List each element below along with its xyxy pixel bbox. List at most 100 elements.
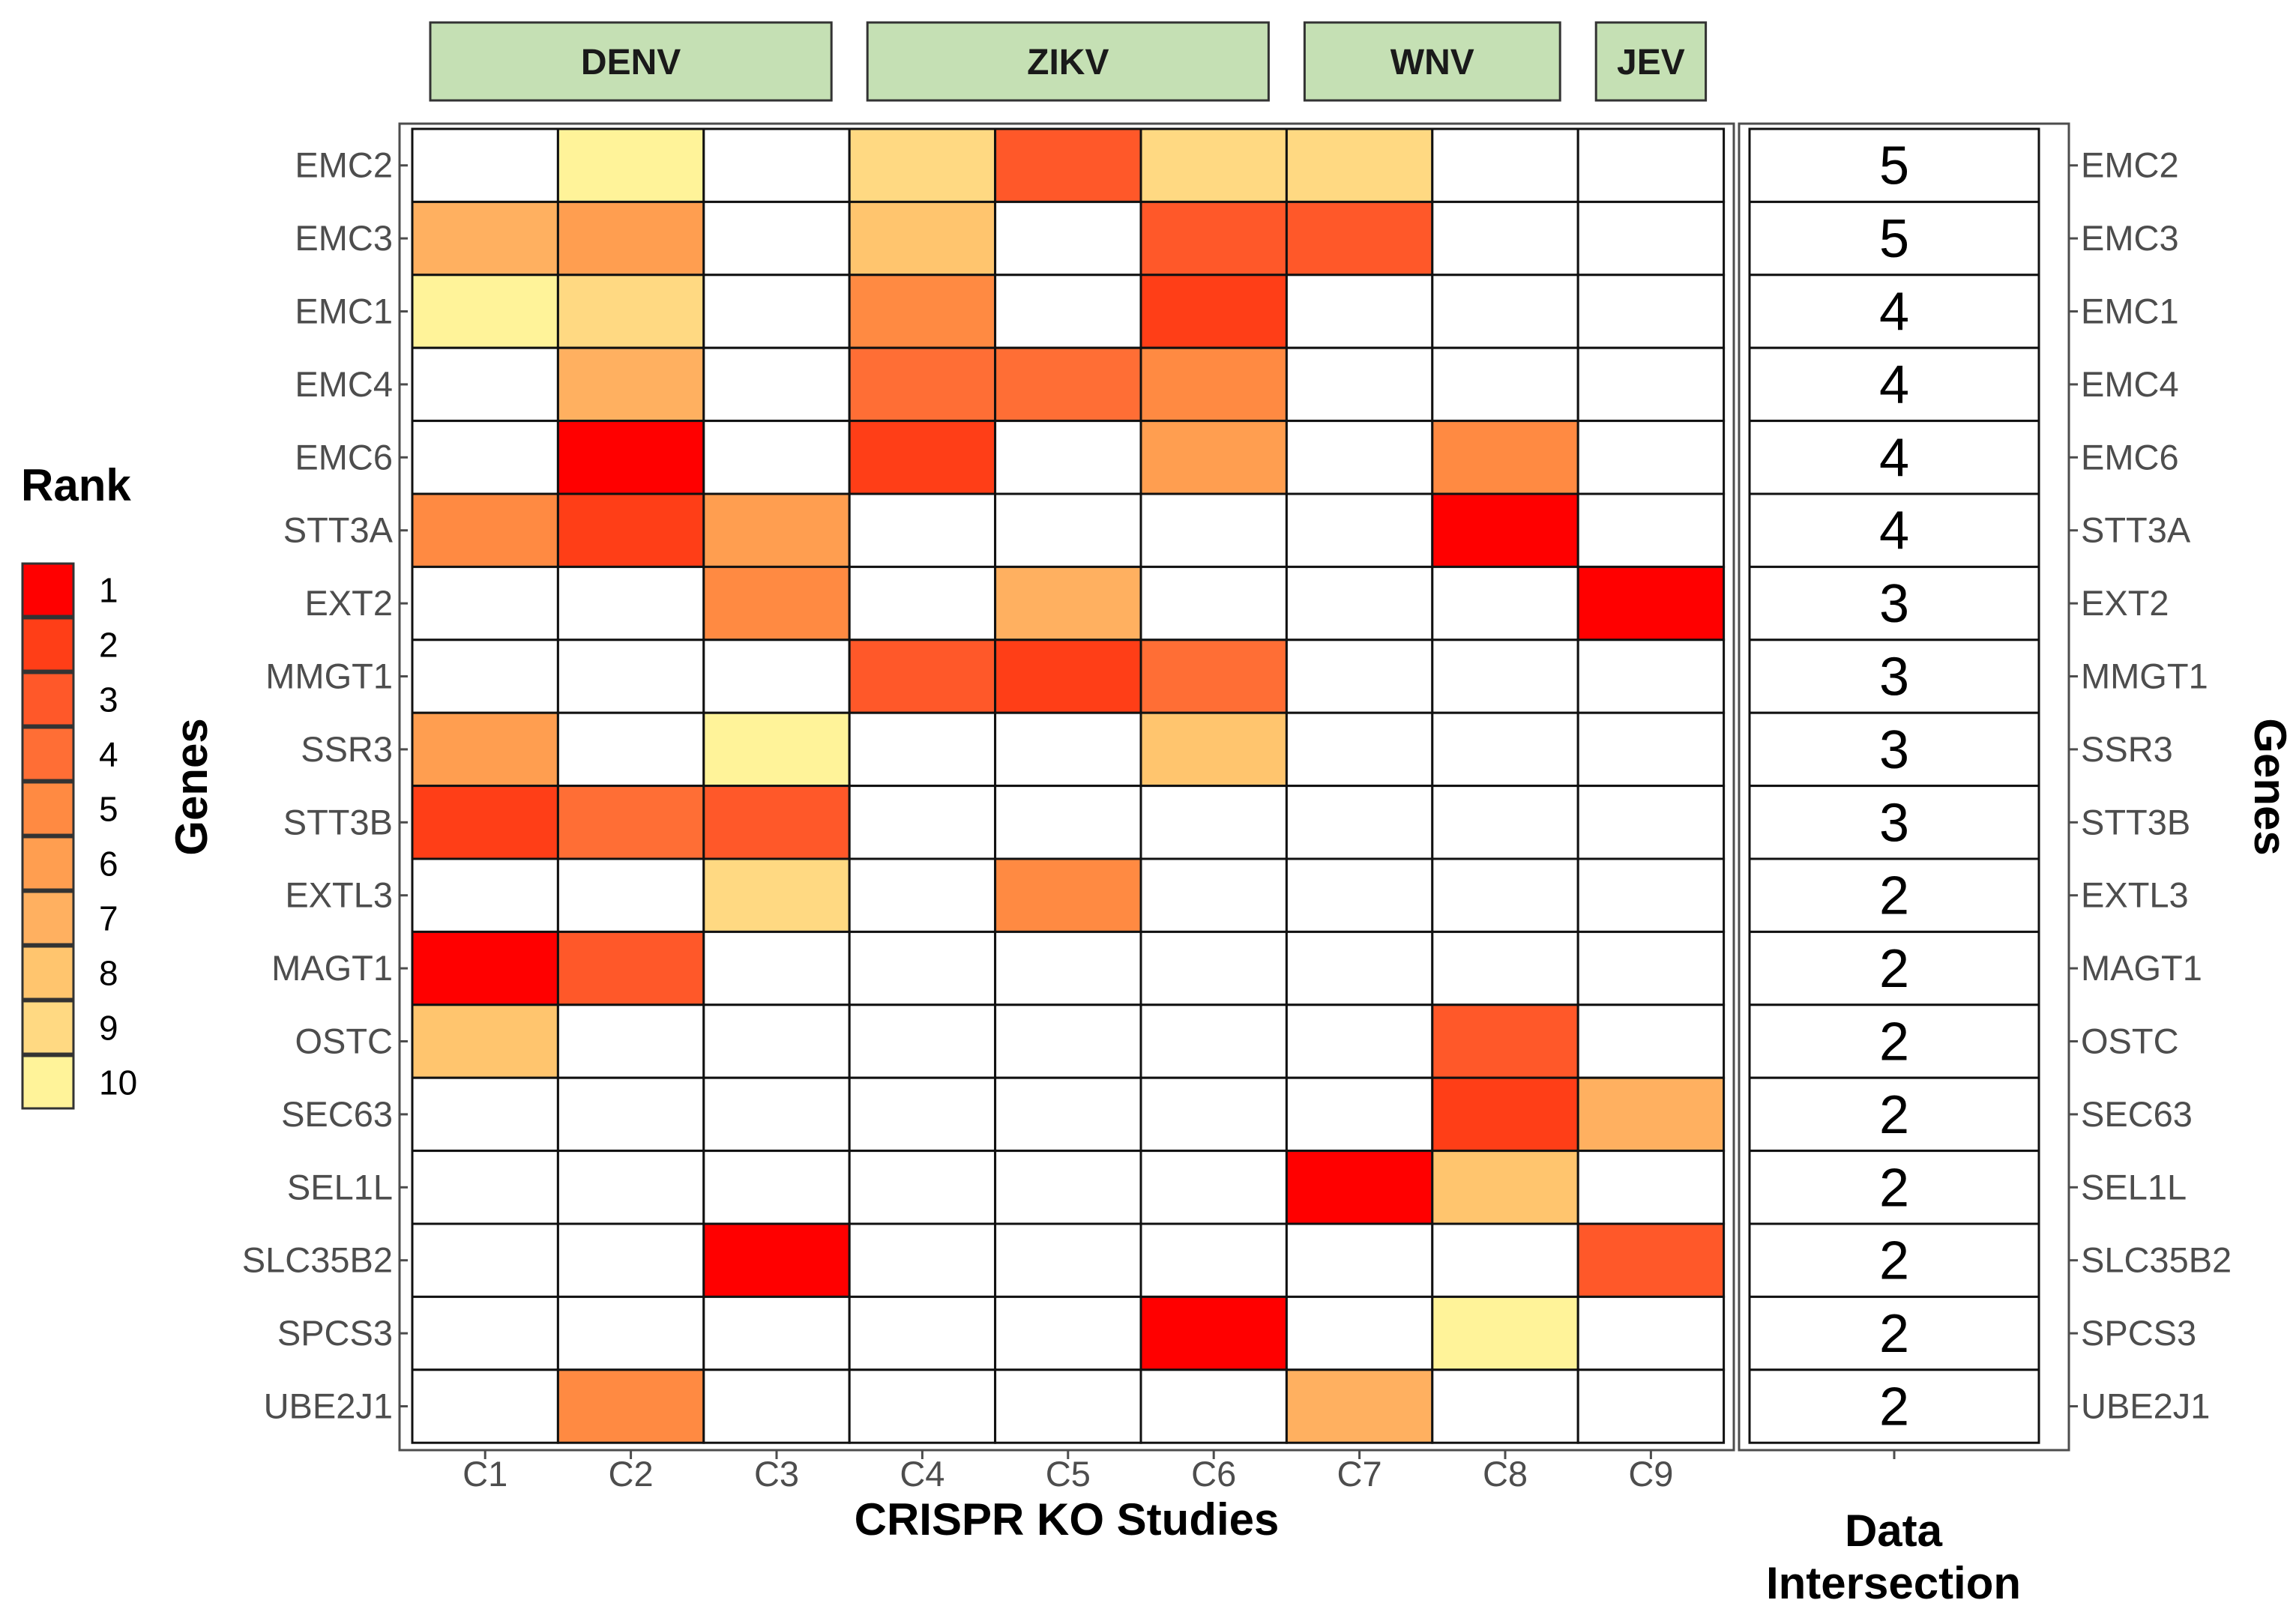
legend-swatch-rank-8 xyxy=(21,945,75,1000)
gene-label-left-stt3a: STT3A xyxy=(283,510,394,550)
heatmap-cell-ostc-c4 xyxy=(848,1003,997,1079)
heatmap-cell-emc4-c8 xyxy=(1431,346,1579,423)
heatmap-cell-sec63-c1 xyxy=(411,1076,559,1153)
gene-label-right-ube2j1: UBE2J1 xyxy=(2081,1386,2210,1426)
heatmap-cell-emc1-c1 xyxy=(411,274,559,349)
intersection-cell-sel1l xyxy=(1748,1150,2040,1225)
heatmap-cell-emc4-c6 xyxy=(1139,346,1288,423)
heatmap-cell-emc3-c5 xyxy=(994,200,1142,277)
heatmap-cell-emc4-c9 xyxy=(1576,346,1726,423)
heatmap-cell-emc4-c7 xyxy=(1285,346,1434,423)
heatmap-cell-ube2j1-c3 xyxy=(702,1368,851,1444)
study-label-c3: C3 xyxy=(754,1454,799,1494)
heatmap-cell-spcs3-c4 xyxy=(848,1295,997,1371)
intersection-count-magt1: 2 xyxy=(1879,939,1909,999)
gene-label-right-sec63: SEC63 xyxy=(2081,1094,2193,1134)
heatmap-cell-ostc-c3 xyxy=(702,1003,851,1079)
heatmap-cell-sec63-c4 xyxy=(848,1076,997,1153)
intersection-cell-ube2j1 xyxy=(1748,1368,2040,1444)
heatmap-cell-emc6-c5 xyxy=(994,420,1142,495)
heatmap-cell-emc1-c8 xyxy=(1431,274,1579,349)
heatmap-cell-extl3-c9 xyxy=(1576,857,1726,933)
y-axis-title-right: Genes xyxy=(2245,718,2295,855)
heatmap-cell-slc35b2-c7 xyxy=(1285,1222,1434,1298)
gene-label-left-sel1l: SEL1L xyxy=(287,1167,393,1207)
intersection-panel-border xyxy=(1738,122,2070,1452)
heatmap-cell-stt3b-c9 xyxy=(1576,785,1726,860)
heatmap-cell-magt1-c6 xyxy=(1139,930,1288,1006)
study-label-c7: C7 xyxy=(1337,1454,1382,1494)
heatmap-cell-ext2-c6 xyxy=(1139,565,1288,642)
study-label-c1: C1 xyxy=(462,1454,507,1494)
heatmap-cell-stt3b-c6 xyxy=(1139,785,1288,860)
gene-labels-left: EMC2 EMC3 EMC1 EMC4 EMC6 STT3A EXT2 MMGT1 SSR3 ST… xyxy=(242,145,408,1426)
heatmap-cell-emc1-c3 xyxy=(702,274,851,349)
heatmap-cell-emc1-c6 xyxy=(1139,274,1288,349)
heatmap-cell-emc3-c3 xyxy=(702,200,851,277)
heatmap-cell-slc35b2-c1 xyxy=(411,1222,559,1298)
virus-group-box-denv xyxy=(429,21,833,102)
heatmap-cell-sec63-c5 xyxy=(994,1076,1142,1153)
heatmap-cell-ext2-c5 xyxy=(994,565,1142,642)
heatmap-cell-spcs3-c2 xyxy=(556,1295,705,1371)
virus-group-box-zikv xyxy=(866,21,1270,102)
x-axis-title: CRISPR KO Studies xyxy=(855,1494,1280,1545)
heatmap-cell-magt1-c5 xyxy=(994,930,1142,1006)
heatmap-cell-emc4-c4 xyxy=(848,346,997,423)
heatmap-cell-stt3a-c5 xyxy=(994,492,1142,568)
heatmap-cell-emc1-c2 xyxy=(556,274,705,349)
heatmap-cell-emc6-c6 xyxy=(1139,420,1288,495)
intersection-cell-stt3b xyxy=(1748,785,2040,860)
study-label-c4: C4 xyxy=(900,1454,944,1494)
heatmap-cell-emc6-c8 xyxy=(1431,420,1579,495)
intersection-cell-emc1 xyxy=(1748,274,2040,349)
heatmap-cell-sel1l-c2 xyxy=(556,1150,705,1225)
legend-swatch-rank-2 xyxy=(21,617,75,672)
legend-swatch-rank-4 xyxy=(21,726,75,782)
heatmap-cell-ext2-c3 xyxy=(702,565,851,642)
heatmap-cell-spcs3-c3 xyxy=(702,1295,851,1371)
legend-swatch-rank-9 xyxy=(21,1000,75,1055)
gene-label-right-ext2: EXT2 xyxy=(2081,583,2169,623)
heatmap-cell-emc6-c1 xyxy=(411,420,559,495)
intersection-cell-emc6 xyxy=(1748,420,2040,495)
legend-swatch-rank-5 xyxy=(21,781,75,836)
heatmap-cell-sel1l-c6 xyxy=(1139,1150,1288,1225)
heatmap-cell-ube2j1-c6 xyxy=(1139,1368,1288,1444)
heatmap-cell-ostc-c8 xyxy=(1431,1003,1579,1079)
heatmap-cell-mmgt1-c4 xyxy=(848,639,997,714)
heatmap-cell-sec63-c9 xyxy=(1576,1076,1726,1153)
intersection-cell-ostc xyxy=(1748,1003,2040,1079)
heatmap-cell-ssr3-c1 xyxy=(411,711,559,788)
heatmap-cell-ube2j1-c9 xyxy=(1576,1368,1726,1444)
intersection-count-sel1l: 2 xyxy=(1879,1158,1909,1218)
intersection-count-stt3b: 3 xyxy=(1879,793,1909,853)
legend-label-rank-7: 7 xyxy=(99,899,118,938)
intersection-count-emc1: 4 xyxy=(1879,283,1909,342)
heatmap-cell-slc35b2-c9 xyxy=(1576,1222,1726,1298)
heatmap-cell-emc2-c2 xyxy=(556,127,705,203)
intersection-count-ext2: 3 xyxy=(1879,574,1909,634)
intersection-count-ube2j1: 2 xyxy=(1879,1377,1909,1437)
legend-label-rank-4: 4 xyxy=(99,735,118,774)
study-labels: C1 C2 C3 C4 C5 C6 C7 C8 C9 xyxy=(462,1450,1896,1494)
heatmap-cell-ostc-c9 xyxy=(1576,1003,1726,1079)
heatmap-cell-mmgt1-c9 xyxy=(1576,639,1726,714)
legend-label-rank-5: 5 xyxy=(99,790,118,829)
intersection-cell-emc4 xyxy=(1748,346,2040,423)
heatmap-cell-emc2-c7 xyxy=(1285,127,1434,203)
virus-group-box-jev xyxy=(1594,21,1708,102)
gene-label-right-emc6: EMC6 xyxy=(2081,437,2179,477)
heatmap-cell-emc4-c1 xyxy=(411,346,559,423)
heatmap-cell-emc2-c5 xyxy=(994,127,1142,203)
heatmap-cell-ostc-c1 xyxy=(411,1003,559,1079)
heatmap-cell-ssr3-c7 xyxy=(1285,711,1434,788)
heatmap-cell-emc3-c8 xyxy=(1431,200,1579,277)
intersection-count-emc4: 4 xyxy=(1879,355,1909,415)
heatmap-cell-extl3-c7 xyxy=(1285,857,1434,933)
gene-label-left-ext2: EXT2 xyxy=(304,583,393,623)
gene-label-left-mmgt1: MMGT1 xyxy=(265,656,393,696)
virus-group-box-wnv xyxy=(1303,21,1561,102)
gene-label-right-emc3: EMC3 xyxy=(2081,218,2179,258)
heatmap-cell-ssr3-c3 xyxy=(702,711,851,788)
